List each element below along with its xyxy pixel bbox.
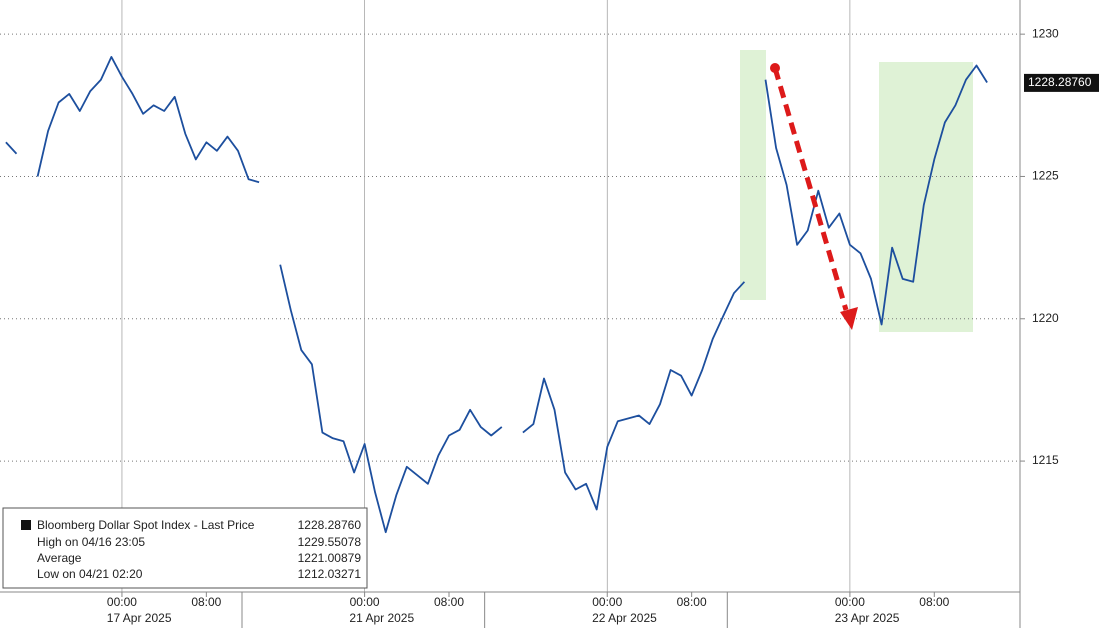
x-group-label: 22 Apr 2025 <box>592 611 657 625</box>
last-value-label: 1228.28760 <box>1028 75 1092 89</box>
highlight <box>740 50 766 300</box>
price-line <box>5 56 988 534</box>
y-tick-label: 1225 <box>1032 169 1059 183</box>
x-tick-label: 08:00 <box>677 595 707 609</box>
legend-box <box>2 507 368 589</box>
plot <box>0 0 1020 592</box>
legend-stat-label: Average <box>37 551 82 565</box>
legend: Bloomberg Dollar Spot Index - Last Price… <box>2 507 368 589</box>
legend-stat-value: 1221.00879 <box>298 551 362 565</box>
y-tick-label: 1220 <box>1032 311 1059 325</box>
y-tick-label: 1215 <box>1032 453 1059 467</box>
x-tick-label: 08:00 <box>919 595 949 609</box>
x-tick-label: 00:00 <box>350 595 380 609</box>
x-tick-label: 08:00 <box>434 595 464 609</box>
legend-stat-value: 1229.55078 <box>298 535 362 549</box>
y-tick-label: 1230 <box>1032 26 1059 40</box>
arrow-start <box>770 63 780 73</box>
last-value-box <box>1024 73 1099 92</box>
legend-swatch <box>21 520 31 530</box>
x-tick-label: 00:00 <box>592 595 622 609</box>
legend-stat-label: Low on 04/21 02:20 <box>37 567 143 581</box>
arrow-head <box>840 307 858 330</box>
x-group-label: 23 Apr 2025 <box>835 611 900 625</box>
x-group-label: 17 Apr 2025 <box>107 611 172 625</box>
trend-arrow <box>772 67 849 311</box>
legend-last: 1228.28760 <box>298 518 362 532</box>
x-tick-label: 00:00 <box>835 595 865 609</box>
legend-stat-value: 1212.03271 <box>298 567 362 581</box>
x-group-label: 21 Apr 2025 <box>349 611 414 625</box>
legend-stat-label: High on 04/16 23:05 <box>37 535 145 549</box>
legend-name: Bloomberg Dollar Spot Index - Last Price <box>37 518 255 532</box>
x-tick-label: 00:00 <box>107 595 137 609</box>
x-tick-label: 08:00 <box>191 595 221 609</box>
